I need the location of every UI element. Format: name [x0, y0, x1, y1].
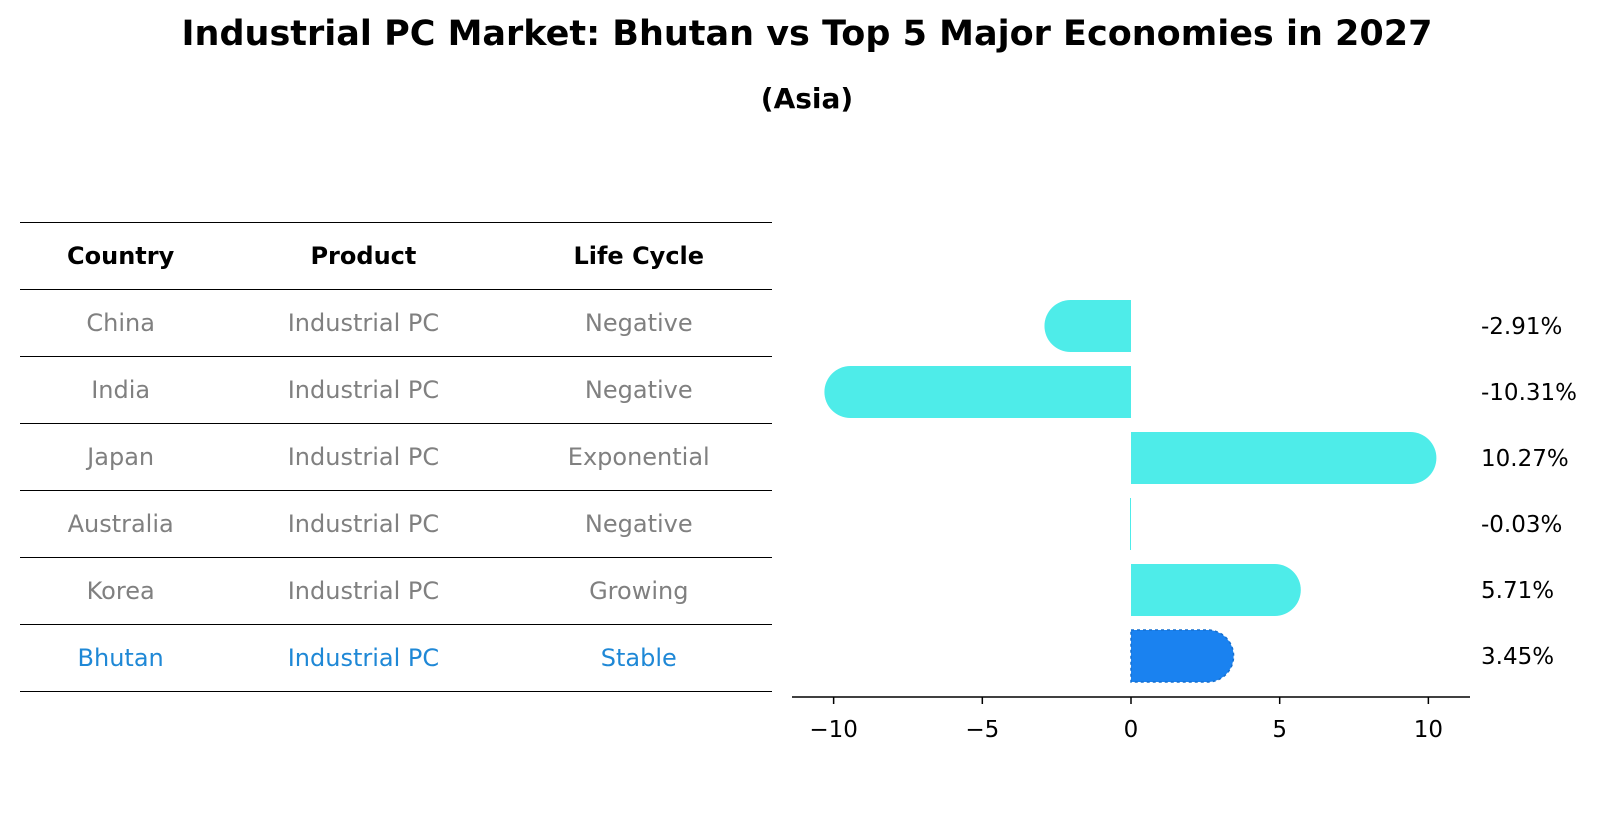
bar-korea	[1131, 564, 1301, 616]
cell-country: Bhutan	[20, 624, 222, 692]
x-tick-label: −5	[965, 717, 999, 743]
cell-product: Industrial PC	[221, 624, 506, 692]
value-label-bhutan: 3.45%	[1481, 644, 1554, 670]
cell-country: Australia	[20, 490, 222, 558]
table-row-highlight: Bhutan Industrial PC Stable	[20, 624, 772, 692]
cell-life-cycle: Negative	[505, 490, 772, 558]
x-tick-label: 0	[1124, 717, 1139, 743]
x-tick-label: 5	[1272, 717, 1287, 743]
value-label-australia: -0.03%	[1481, 512, 1562, 538]
table-row: Korea Industrial PC Growing	[20, 557, 772, 625]
cell-product: Industrial PC	[221, 490, 506, 558]
cell-product: Industrial PC	[221, 289, 506, 357]
cell-product: Industrial PC	[221, 423, 506, 491]
chart-title: Industrial PC Market: Bhutan vs Top 5 Ma…	[181, 14, 1433, 54]
value-label-japan: 10.27%	[1481, 446, 1569, 472]
cell-life-cycle: Negative	[505, 289, 772, 357]
table-row: Australia Industrial PC Negative	[20, 490, 772, 558]
x-tick-label: 10	[1414, 717, 1443, 743]
table-header-row: Country Product Life Cycle	[20, 222, 772, 290]
bar-japan	[1131, 432, 1437, 484]
value-label-china: -2.91%	[1481, 314, 1562, 340]
bar-bhutan	[1130, 629, 1235, 683]
table-row: Japan Industrial PC Exponential	[20, 423, 772, 491]
cell-life-cycle: Exponential	[505, 423, 772, 491]
chart-subtitle: (Asia)	[760, 82, 854, 115]
cell-product: Industrial PC	[221, 557, 506, 625]
table-row: China Industrial PC Negative	[20, 289, 772, 357]
cell-product: Industrial PC	[221, 356, 506, 424]
cell-life-cycle: Growing	[505, 557, 772, 625]
cell-country: Japan	[20, 423, 222, 491]
data-table: Country Product Life Cycle China Industr…	[20, 222, 772, 692]
bar-china	[1044, 300, 1131, 352]
header-country: Country	[20, 222, 222, 290]
header-product: Product	[221, 222, 506, 290]
cell-life-cycle: Stable	[505, 624, 772, 692]
cell-life-cycle: Negative	[505, 356, 772, 424]
value-label-india: -10.31%	[1481, 380, 1577, 406]
bar-india	[824, 366, 1131, 418]
x-tick-label: −10	[809, 717, 858, 743]
bar-australia	[1130, 498, 1131, 550]
value-label-korea: 5.71%	[1481, 578, 1554, 604]
cell-country: India	[20, 356, 222, 424]
header-life-cycle: Life Cycle	[505, 222, 772, 290]
cell-country: Korea	[20, 557, 222, 625]
table-row: India Industrial PC Negative	[20, 356, 772, 424]
cell-country: China	[20, 289, 222, 357]
